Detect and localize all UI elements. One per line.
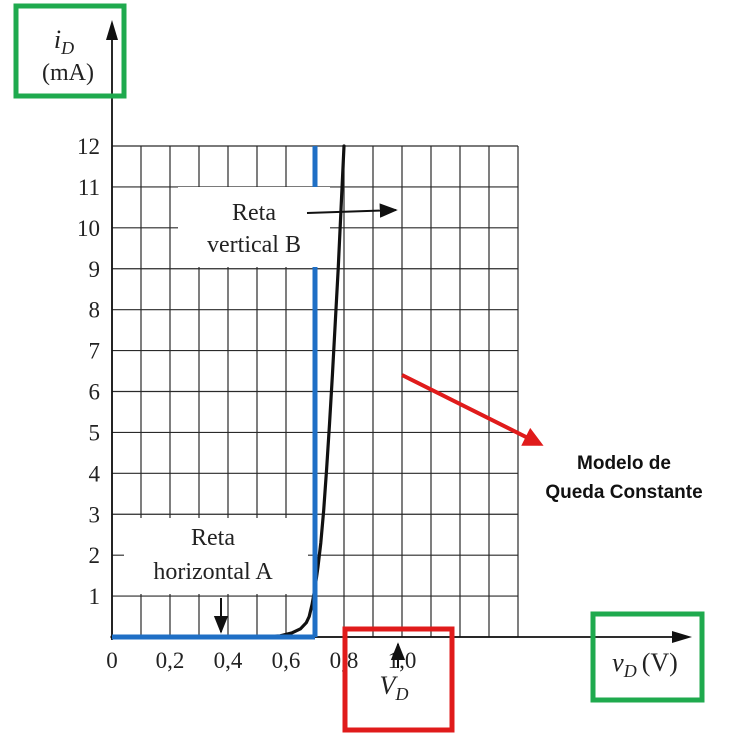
y-tick-label: 12 xyxy=(77,134,100,159)
x-tick-label: 0,4 xyxy=(214,648,243,673)
vd-highlight xyxy=(342,626,455,733)
vertical-b-pointer-arrow xyxy=(306,203,398,218)
x-tick-label: 0,2 xyxy=(156,648,185,673)
y-axis-arrowhead xyxy=(106,20,118,40)
vertical-b-label-line1: Reta xyxy=(232,200,276,226)
x-axis-label: vD (V) xyxy=(612,648,678,681)
y-tick-label: 8 xyxy=(89,298,101,323)
diode-curve xyxy=(110,144,346,639)
y-axis-label-highlight xyxy=(13,3,127,99)
y-axis-unit: (mA) xyxy=(42,60,94,86)
y-tick-label: 6 xyxy=(89,380,101,405)
y-tick-label: 2 xyxy=(89,543,101,568)
y-tick-label: 5 xyxy=(89,420,101,445)
y-tick-label: 11 xyxy=(78,175,100,200)
y-axis-label: iD xyxy=(54,25,74,58)
y-tick-label: 3 xyxy=(89,502,101,527)
vertical-b-label-line2: vertical B xyxy=(207,232,301,258)
x-axis-arrowhead xyxy=(672,631,692,643)
y-tick-label: 10 xyxy=(77,216,100,241)
model-label-line2: Queda Constante xyxy=(545,482,702,503)
model-label-line1: Modelo de xyxy=(577,453,671,474)
x-tick-label: 1,0 xyxy=(388,648,417,673)
y-tick-label: 4 xyxy=(89,461,101,486)
x-tick-label: 0,6 xyxy=(272,648,301,673)
x-tick-labels: 0 0,2 0,4 0,6 0,8 1,0 xyxy=(106,648,416,673)
y-tick-label: 9 xyxy=(89,257,101,282)
horizontal-a-label-line1: Reta xyxy=(191,525,235,551)
y-tick-label: 7 xyxy=(89,339,101,364)
model-pointer-arrow xyxy=(401,373,544,446)
y-tick-label: 1 xyxy=(89,584,101,609)
vertical-b-label-box xyxy=(178,187,330,267)
horizontal-a-label-box xyxy=(124,518,308,594)
x-axis-label-highlight xyxy=(590,611,705,703)
horizontal-a-label-line2: horizontal A xyxy=(153,559,273,585)
vd-label: VD xyxy=(380,671,409,704)
x-tick-label: 0 xyxy=(106,648,118,673)
